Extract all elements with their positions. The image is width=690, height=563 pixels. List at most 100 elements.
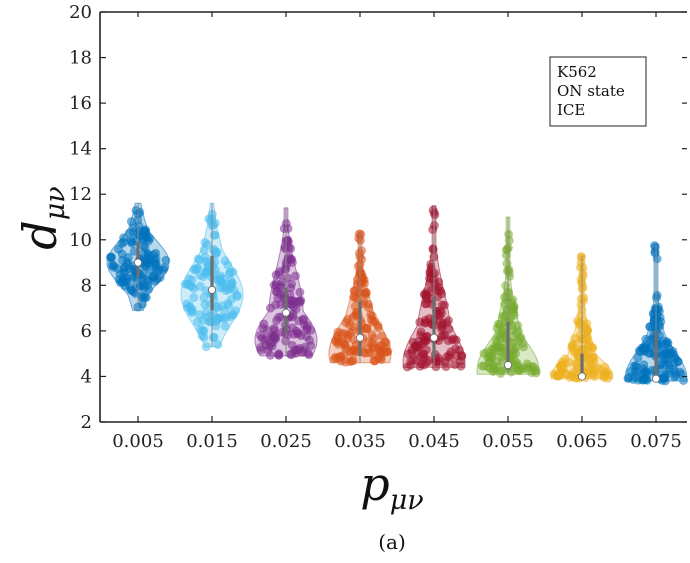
data-point	[294, 316, 304, 326]
data-point	[567, 340, 577, 350]
data-point	[652, 310, 662, 320]
data-point	[126, 217, 136, 227]
data-point	[487, 352, 497, 362]
data-point	[599, 373, 609, 383]
data-point	[137, 275, 147, 285]
data-point	[380, 337, 390, 347]
data-point	[142, 234, 152, 244]
data-point	[345, 328, 355, 338]
median-marker	[207, 285, 216, 294]
data-point	[270, 330, 280, 340]
x-tick-label: 0.055	[482, 431, 534, 452]
data-point	[367, 311, 377, 321]
data-point	[562, 369, 572, 379]
data-point	[220, 321, 230, 331]
data-point	[276, 281, 286, 291]
data-point	[218, 282, 228, 292]
data-point	[373, 353, 383, 363]
data-point	[518, 363, 528, 373]
violin-0.035	[328, 229, 393, 367]
data-point	[287, 257, 297, 267]
y-tick-label: 8	[81, 275, 92, 296]
data-point	[201, 342, 211, 352]
median-marker	[429, 333, 438, 342]
legend: K562 ON state ICE	[549, 56, 647, 127]
data-point	[428, 244, 438, 254]
data-point	[501, 245, 511, 255]
data-point	[227, 278, 237, 288]
axes-layer: 2 4 6 8 10 12 14 16 18 20 0.005 0.015 0.025 0.035 0.04…	[69, 2, 687, 452]
data-point	[272, 316, 282, 326]
data-point	[549, 369, 559, 379]
data-point	[119, 267, 129, 277]
data-point	[361, 290, 371, 300]
data-point	[576, 310, 586, 320]
y-tick-label: 16	[69, 93, 92, 114]
figure-caption: (a)	[378, 530, 406, 554]
data-point	[440, 330, 450, 340]
data-point	[209, 332, 219, 342]
data-point	[576, 252, 586, 262]
legend-line-3: ICE	[557, 101, 585, 119]
data-point	[303, 348, 313, 358]
median-marker	[281, 308, 290, 317]
data-point	[576, 274, 586, 284]
data-point	[419, 289, 429, 299]
data-point	[430, 210, 440, 220]
data-point	[161, 255, 171, 265]
data-point	[279, 224, 289, 234]
data-point	[282, 273, 292, 283]
median-marker	[652, 374, 661, 383]
data-point	[349, 344, 359, 354]
data-point	[381, 347, 391, 357]
legend-box	[549, 56, 647, 127]
data-point	[332, 331, 342, 341]
data-point	[659, 336, 669, 346]
data-point	[418, 349, 428, 359]
data-point	[274, 350, 284, 360]
data-point	[127, 273, 137, 283]
data-point	[659, 372, 669, 382]
x-axis-label-sub: μν	[390, 485, 424, 516]
data-point	[350, 286, 360, 296]
data-point	[126, 235, 136, 245]
data-point	[210, 218, 220, 228]
data-point	[430, 268, 440, 278]
data-point	[265, 338, 275, 348]
y-tick-label: 2	[81, 412, 92, 433]
data-point	[354, 229, 364, 239]
data-point	[579, 292, 589, 302]
data-point	[588, 343, 598, 353]
data-point	[290, 271, 300, 281]
y-tick-label: 12	[69, 184, 92, 205]
data-point	[437, 300, 447, 310]
x-tick-label: 0.065	[556, 431, 608, 452]
data-point	[430, 279, 440, 289]
y-tick-label: 10	[69, 230, 92, 251]
data-point	[489, 364, 499, 374]
data-point	[443, 316, 453, 326]
data-point	[210, 230, 220, 240]
data-point	[213, 340, 223, 350]
violins-layer	[106, 202, 688, 386]
data-point	[341, 318, 351, 328]
data-point	[265, 350, 275, 360]
data-point	[663, 357, 673, 367]
data-point	[256, 345, 266, 355]
x-tick-label: 0.015	[186, 431, 238, 452]
data-point	[422, 331, 432, 341]
data-point	[479, 361, 489, 371]
data-point	[208, 308, 218, 318]
data-point	[492, 323, 502, 333]
data-point	[624, 372, 634, 382]
data-point	[498, 311, 508, 321]
median-marker	[133, 258, 142, 267]
data-point	[504, 229, 514, 239]
y-axis-label: dμν	[13, 186, 71, 249]
data-point	[150, 258, 160, 268]
data-point	[199, 332, 209, 342]
data-point	[137, 299, 147, 309]
data-point	[292, 329, 302, 339]
data-point	[362, 323, 372, 333]
data-point	[504, 264, 514, 274]
